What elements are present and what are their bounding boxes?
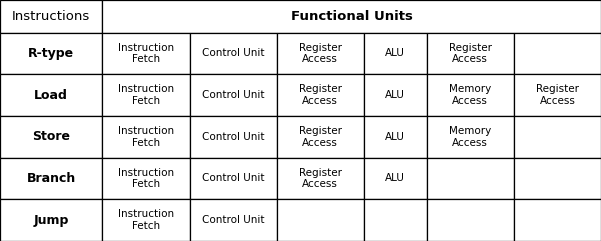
Text: Load: Load [34,89,68,101]
Text: Instruction
Fetch: Instruction Fetch [118,84,174,106]
Text: Register
Access: Register Access [299,43,342,64]
Bar [276,199,364,241]
Bar [0,158,102,199]
Bar [364,199,427,241]
Text: Register
Access: Register Access [299,126,342,147]
Bar [0,116,102,158]
Text: Control Unit: Control Unit [202,174,264,183]
Bar [189,74,276,116]
Text: Register
Access: Register Access [299,84,342,106]
Text: R-type: R-type [28,47,75,60]
Bar [514,199,601,241]
Bar [189,116,276,158]
Bar [189,199,276,241]
Bar [276,33,364,74]
Bar [427,199,514,241]
Bar [102,158,189,199]
Bar [276,158,364,199]
Bar [276,116,364,158]
Bar [0,74,102,116]
Text: ALU: ALU [385,132,405,142]
Bar [276,74,364,116]
Bar [102,0,601,33]
Bar [0,0,102,33]
Text: Control Unit: Control Unit [202,90,264,100]
Bar [514,116,601,158]
Bar [427,74,514,116]
Bar [427,33,514,74]
Text: Register
Access: Register Access [449,43,492,64]
Text: ALU: ALU [385,90,405,100]
Bar [427,158,514,199]
Bar [364,33,427,74]
Text: Instruction
Fetch: Instruction Fetch [118,168,174,189]
Bar [102,74,189,116]
Bar [514,74,601,116]
Bar [427,116,514,158]
Text: Memory
Access: Memory Access [449,84,492,106]
Bar [364,158,427,199]
Bar [189,33,276,74]
Text: ALU: ALU [385,174,405,183]
Bar [102,116,189,158]
Text: Control Unit: Control Unit [202,48,264,58]
Text: Store: Store [32,130,70,143]
Bar [189,158,276,199]
Text: Instruction
Fetch: Instruction Fetch [118,43,174,64]
Text: Control Unit: Control Unit [202,132,264,142]
Bar [364,74,427,116]
Text: Jump: Jump [34,214,69,227]
Text: ALU: ALU [385,48,405,58]
Bar [364,116,427,158]
Bar [514,158,601,199]
Text: Branch: Branch [26,172,76,185]
Bar [102,199,189,241]
Text: Register
Access: Register Access [536,84,579,106]
Text: Instructions: Instructions [12,10,90,23]
Text: Instruction
Fetch: Instruction Fetch [118,126,174,147]
Bar [514,33,601,74]
Text: Instruction
Fetch: Instruction Fetch [118,209,174,231]
Bar [102,33,189,74]
Text: Memory
Access: Memory Access [449,126,492,147]
Text: Control Unit: Control Unit [202,215,264,225]
Bar [0,199,102,241]
Bar [0,33,102,74]
Text: Functional Units: Functional Units [291,10,413,23]
Text: Register
Access: Register Access [299,168,342,189]
